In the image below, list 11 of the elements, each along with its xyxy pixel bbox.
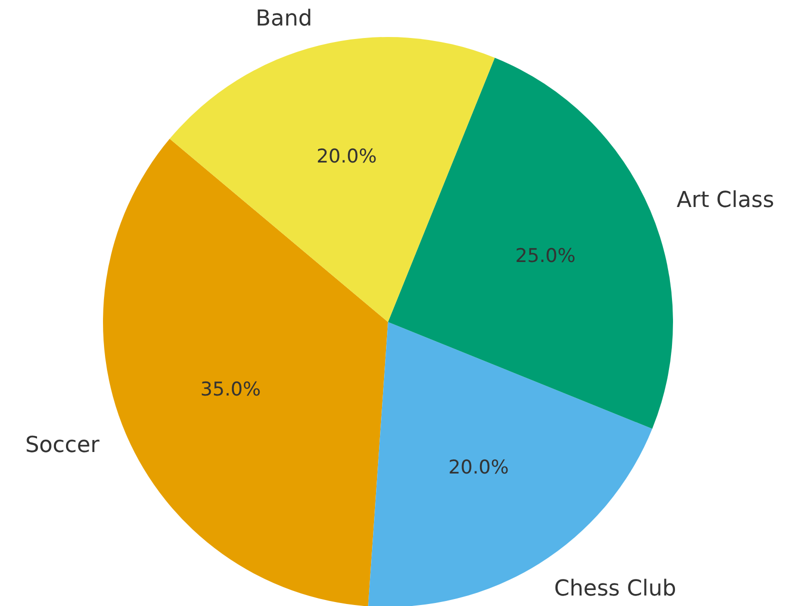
slice-label: Soccer — [25, 433, 100, 458]
data-label: 35.0% — [200, 378, 261, 400]
slice-label: Art Class — [676, 188, 774, 214]
slice-label: Chess Club — [554, 576, 676, 602]
pie-slice — [388, 58, 673, 429]
data-label: 20.0% — [316, 146, 377, 168]
slice-label: Band — [256, 6, 312, 32]
pie-slice — [103, 138, 388, 606]
pie-slice — [170, 37, 495, 322]
data-label: 20.0% — [448, 456, 509, 479]
data-label: 25.0% — [515, 244, 576, 267]
